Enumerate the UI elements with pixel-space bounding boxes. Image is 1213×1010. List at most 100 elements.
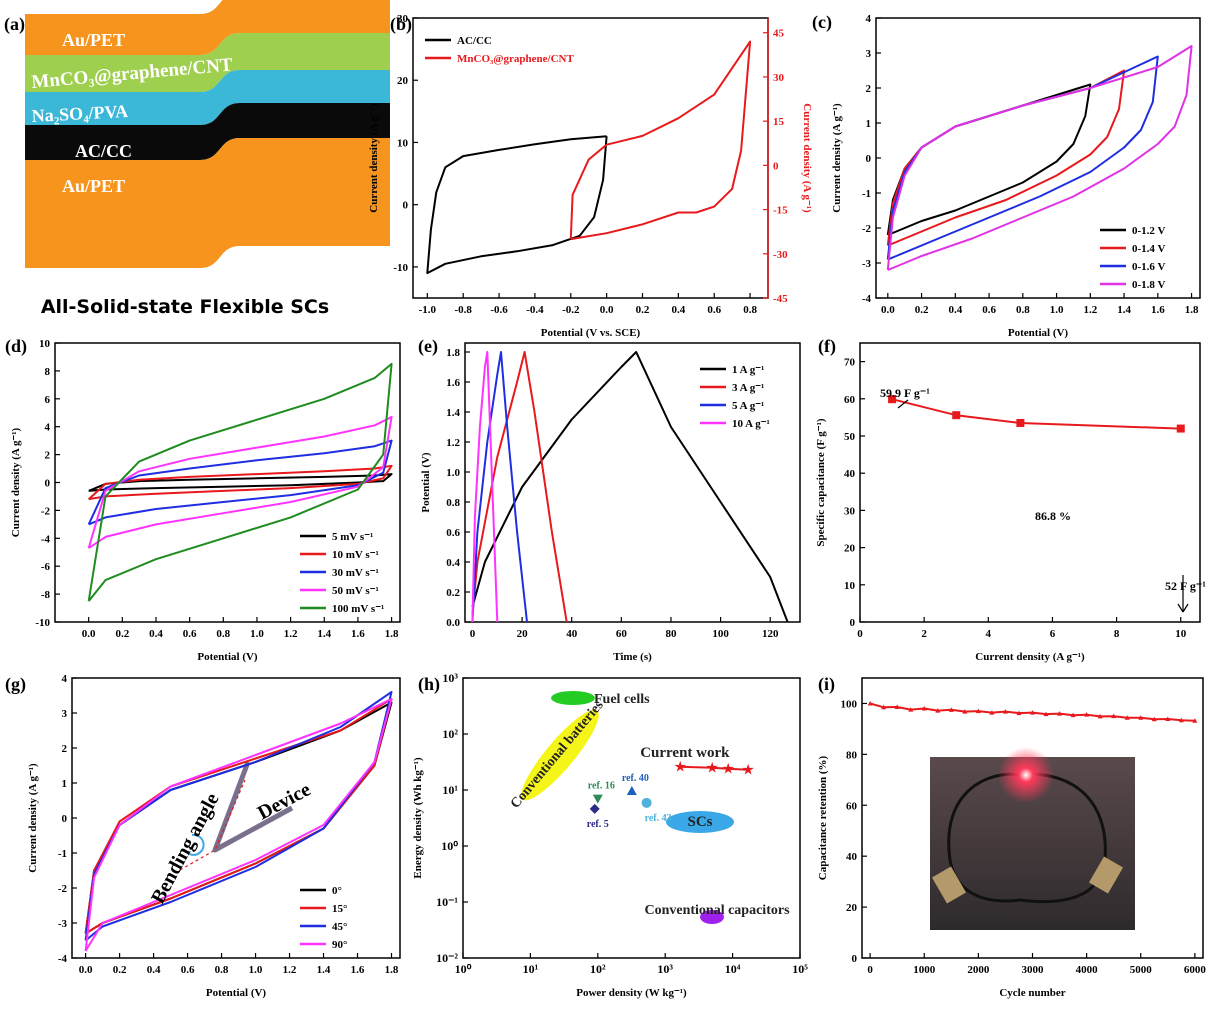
x-tick-label: 0.0	[600, 304, 614, 316]
y-tick-label: 40	[844, 468, 856, 480]
marker	[590, 804, 600, 814]
y-tick-label: -8	[41, 589, 51, 601]
y-tick-label: -1	[862, 188, 871, 200]
x-tick-label: 4000	[1076, 964, 1099, 976]
x-tick-label: 60	[616, 628, 628, 640]
x-tick-label: 0	[857, 628, 863, 640]
x-tick-label: 5000	[1130, 964, 1153, 976]
marker	[1177, 425, 1185, 433]
y-tick-label: 0	[850, 617, 856, 629]
y-tick-label: 30	[844, 505, 856, 517]
y-tick-label: 1.6	[446, 377, 460, 389]
legend-label: 10 A g⁻¹	[732, 418, 770, 430]
legend-label: 100 mV s⁻¹	[332, 603, 384, 615]
y-tick-label: 0	[403, 200, 409, 212]
x-tick-label: 0.6	[181, 964, 195, 976]
x-tick-label: 0.0	[79, 964, 93, 976]
marker	[1016, 419, 1024, 427]
x-tick-label: 1.6	[351, 964, 365, 976]
x-tick-label: 0.6	[183, 628, 197, 640]
x-tick-label: 10³	[657, 962, 673, 976]
y-tick-label: 2	[45, 450, 51, 462]
legend-label: 50 mV s⁻¹	[332, 585, 379, 597]
y-tick-label: -4	[58, 953, 68, 965]
y-tick-label: 2	[62, 743, 68, 755]
y-tick-label: 1.4	[446, 407, 460, 419]
legend-label: 5 A g⁻¹	[732, 400, 764, 412]
y-tick-label: 10	[397, 137, 409, 149]
legend-label: MnCO₃@graphene/CNT	[457, 53, 574, 65]
y-tick-label: 20	[397, 75, 409, 87]
x-tick-label: 10²	[590, 962, 606, 976]
x-axis-title: Time (s)	[613, 651, 652, 663]
panel-label: (f)	[818, 336, 836, 357]
arrow	[1183, 604, 1188, 612]
y-tick-label: 3	[866, 48, 872, 60]
x-tick-label: 0.2	[113, 964, 127, 976]
x-tick-label: 0.6	[707, 304, 721, 316]
y2-tick-label: -15	[773, 205, 788, 217]
y-tick-label: 80	[846, 749, 858, 761]
y-tick-label: -3	[58, 918, 68, 930]
x-tick-label: 0.4	[147, 964, 161, 976]
legend-label: 5 mV s⁻¹	[332, 531, 373, 543]
series-line	[571, 42, 750, 240]
y-tick-label: 10	[844, 580, 856, 592]
y-axis-title: Current density (A g⁻¹)	[10, 427, 22, 537]
plot-frame	[860, 343, 1200, 622]
y-tick-label: 20	[846, 902, 858, 914]
y-axis-title: Current density (A g⁻¹)	[27, 763, 39, 873]
x-axis-title: Potential (V vs. SCE)	[541, 327, 641, 339]
marker	[642, 798, 652, 808]
y-tick-label: 6	[45, 394, 51, 406]
x-tick-label: 0.4	[948, 304, 962, 316]
x-tick-label: 0	[867, 964, 873, 976]
legend-label: 10 mV s⁻¹	[332, 549, 379, 561]
region	[551, 691, 595, 705]
y-tick-label: -10	[35, 617, 50, 629]
y2-axis-title: Current density (A g⁻¹)	[801, 103, 813, 213]
x-tick-label: 0.2	[115, 628, 129, 640]
y-tick-label: 0	[852, 953, 858, 965]
y-axis-title: Potential (V)	[420, 452, 432, 513]
led-glow	[998, 747, 1054, 803]
legend-label: 45°	[332, 921, 347, 933]
layer-label: Au/PET	[62, 30, 125, 50]
x-tick-label: 10	[1175, 628, 1187, 640]
y-tick-label: 4	[45, 422, 51, 434]
x-axis-title: Potential (V)	[1008, 327, 1069, 339]
x-tick-label: 1.2	[1083, 304, 1097, 316]
y-tick-label: 0	[45, 478, 51, 490]
y-tick-label: 10⁻²	[436, 951, 458, 965]
y-tick-label: -4	[862, 293, 872, 305]
y-tick-label: 10¹	[442, 783, 458, 797]
point-label: ref. 5	[587, 819, 609, 830]
legend-label: 15°	[332, 903, 347, 915]
series-line	[888, 85, 1091, 236]
x-tick-label: 0.0	[82, 628, 96, 640]
x-tick-label: 0.8	[743, 304, 757, 316]
y-axis-title: Capacitance retention (%)	[817, 755, 829, 880]
y-tick-label: 0.4	[446, 557, 460, 569]
page: (a)Au/PETMnCO₃@graphene/CNTNa₂SO₄/PVAAC/…	[0, 0, 1213, 1010]
x-tick-label: 4	[986, 628, 992, 640]
x-tick-label: -0.8	[454, 304, 472, 316]
y-tick-label: 1	[62, 778, 68, 790]
arrow	[1178, 604, 1183, 612]
panel-label: (a)	[4, 14, 25, 35]
x-tick-label: 0.2	[915, 304, 929, 316]
legend-label: 0-1.4 V	[1132, 243, 1165, 255]
panel-label: (h)	[418, 674, 440, 695]
y-tick-label: 10⁻¹	[436, 895, 458, 909]
y-tick-label: 4	[866, 13, 872, 25]
x-tick-label: 40	[566, 628, 578, 640]
x-tick-label: 0.6	[982, 304, 996, 316]
y-tick-label: 3	[62, 708, 68, 720]
x-tick-label: 1.8	[385, 964, 399, 976]
x-tick-label: 0.8	[215, 964, 229, 976]
y-axis-title: Energy density (Wh kg⁻¹)	[412, 757, 424, 879]
y-tick-label: 10⁰	[441, 839, 458, 853]
point-label: ref. 40	[622, 773, 649, 784]
x-tick-label: 20	[517, 628, 529, 640]
legend-label: 1 A g⁻¹	[732, 364, 764, 376]
